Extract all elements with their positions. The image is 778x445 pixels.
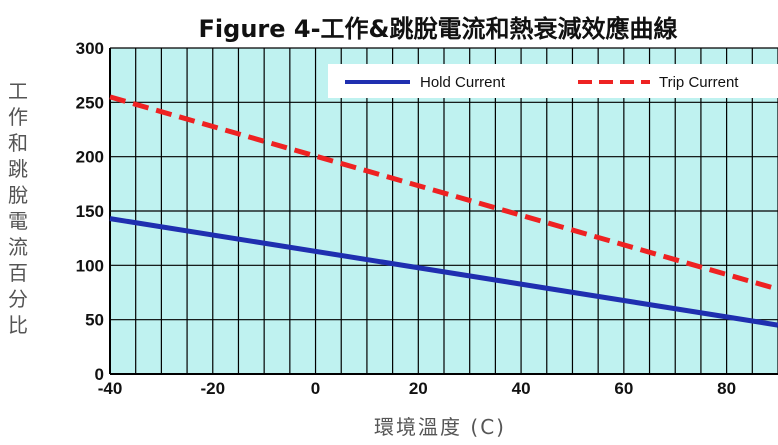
y-axis-label-char: 工 (8, 79, 28, 103)
x-tick-label: -40 (98, 379, 123, 398)
x-tick-label: 80 (717, 379, 736, 398)
y-tick-label: 0 (95, 365, 104, 384)
x-tick-label: -20 (200, 379, 225, 398)
y-tick-label: 100 (76, 256, 104, 275)
y-axis-label-char: 流 (8, 235, 28, 259)
y-tick-label: 300 (76, 39, 104, 58)
y-tick-labels: 0 50 100 150 200 250 300 (76, 39, 104, 384)
x-tick-label: 20 (409, 379, 428, 398)
legend: Hold Current Trip Current (328, 64, 778, 98)
y-axis-label-char: 作 (8, 105, 28, 129)
x-tick-label: 40 (512, 379, 531, 398)
y-axis-label-char: 分 (8, 287, 28, 311)
series-line-hold-current (109, 216, 778, 328)
legend-label-hold-current: Hold Current (420, 74, 506, 91)
x-axis-label: 環境溫度 (C) (374, 415, 506, 439)
y-axis-label-char: 比 (8, 313, 28, 337)
y-axis-label-char: 百 (8, 261, 28, 285)
x-tick-label: 0 (311, 379, 320, 398)
y-tick-label: 250 (76, 93, 104, 112)
x-tick-label: 60 (614, 379, 633, 398)
x-tick-labels: -40 -20 0 20 40 60 80 (98, 379, 736, 398)
chart-title: Figure 4-工作&跳脫電流和熱衰減效應曲線 (199, 15, 678, 43)
series-lines (109, 94, 778, 328)
y-axis-label-char: 脫 (8, 183, 28, 207)
series-line-trip-current (109, 94, 778, 292)
horizontal-gridlines (110, 47, 778, 321)
y-tick-label: 50 (85, 311, 104, 330)
y-axis-label-char: 和 (8, 131, 28, 155)
y-tick-label: 200 (76, 148, 104, 167)
y-tick-label: 150 (76, 202, 104, 221)
y-axis-label-char: 電 (8, 209, 28, 233)
y-axis-label-char: 跳 (8, 157, 28, 181)
legend-label-trip-current: Trip Current (659, 74, 739, 91)
